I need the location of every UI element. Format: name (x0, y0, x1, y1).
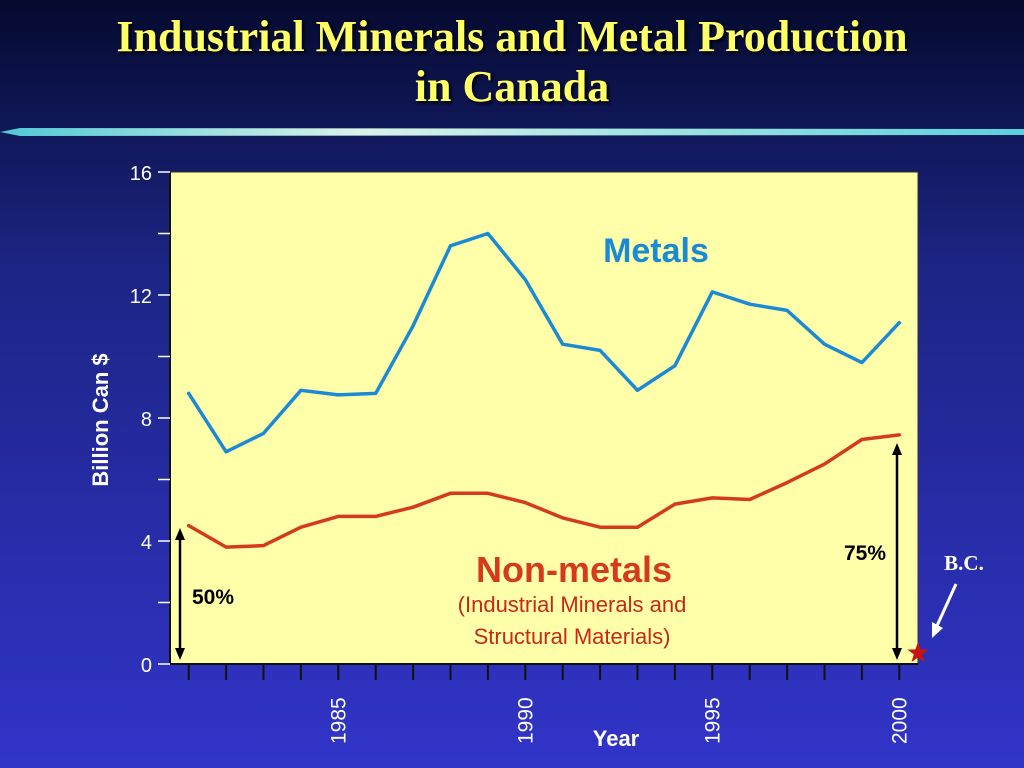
x-axis-ticks: 1985 1990 1995 2000 (187, 664, 911, 744)
series-line-non-metals (186, 433, 902, 549)
x-tick-label: 1985 (327, 697, 350, 744)
y-tick-label: 16 (130, 163, 152, 185)
y-tick-label: 0 (141, 655, 152, 677)
series-line-metals (186, 231, 902, 454)
slide-title-line-1: Industrial Minerals and Metal Production (116, 12, 908, 61)
series-lines (186, 231, 902, 549)
bc-label: B.C. (944, 551, 984, 575)
x-tick-label: 2000 (888, 697, 911, 744)
x-tick-label: 1995 (701, 697, 724, 744)
share-2000-label: 75% (844, 542, 886, 565)
x-tick-label: 1990 (514, 697, 537, 744)
y-tick-label: 12 (130, 286, 152, 308)
x-axis-label: Year (593, 726, 640, 751)
title-divider (0, 128, 1024, 136)
y-tick-label: 8 (141, 409, 152, 431)
share-1981-label: 50% (192, 586, 234, 609)
share-1981-arrow (175, 528, 185, 660)
y-tick-label: 4 (141, 532, 152, 554)
y-axis-ticks: 0 4 8 12 16 (130, 163, 170, 677)
slide-title-line-2: in Canada (414, 62, 610, 111)
bc-pointer-arrow (932, 583, 958, 638)
metals-series-label: Metals (603, 232, 709, 270)
y-axis-label: Billion Can $ (88, 353, 113, 486)
share-2000-arrow (892, 443, 902, 660)
plot-area (169, 171, 919, 665)
slide-title: Industrial Minerals and Metal Production… (0, 12, 1024, 112)
non-metals-sublabel-1: (Industrial Minerals and (458, 592, 687, 617)
non-metals-series-label: Non-metals (476, 549, 672, 590)
non-metals-sublabel-2: Structural Materials) (474, 624, 671, 649)
bc-star-icon (907, 642, 929, 662)
